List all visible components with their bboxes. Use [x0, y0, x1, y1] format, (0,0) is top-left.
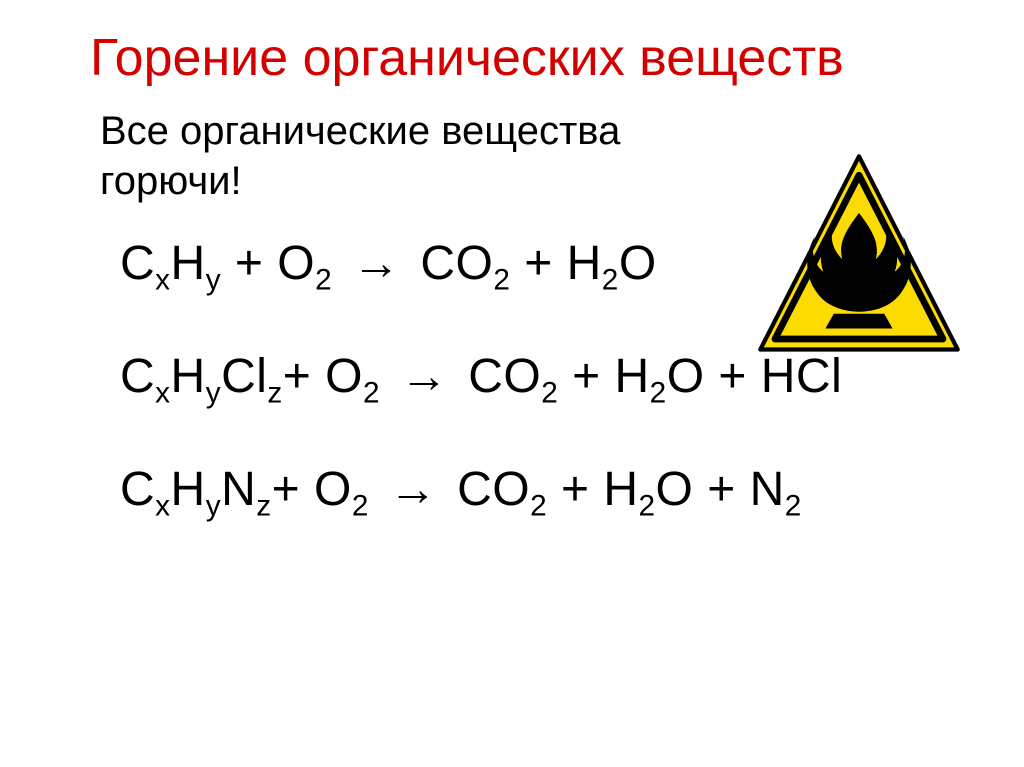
equation-3: CxHyNz+ O2 → CO2 + H2O + N2	[120, 462, 974, 517]
eq1-lhs: CxHy + O2	[120, 237, 332, 290]
flammable-hazard-icon	[754, 150, 964, 360]
eq1-rhs: CO2 + H2O	[420, 237, 656, 290]
arrow-icon: →	[346, 236, 407, 291]
slide-subtitle: Все органические вещества горючи!	[100, 106, 750, 206]
arrow-icon: →	[383, 462, 444, 517]
slide: Горение органических веществ Все органич…	[0, 0, 1024, 767]
eq3-lhs: CxHyNz+ O2	[120, 463, 369, 516]
slide-title: Горение органических веществ	[90, 28, 974, 88]
eq2-lhs: CxHyClz+ O2	[120, 350, 380, 403]
arrow-icon: →	[394, 349, 455, 404]
eq3-rhs: CO2 + H2O + N2	[457, 463, 802, 516]
